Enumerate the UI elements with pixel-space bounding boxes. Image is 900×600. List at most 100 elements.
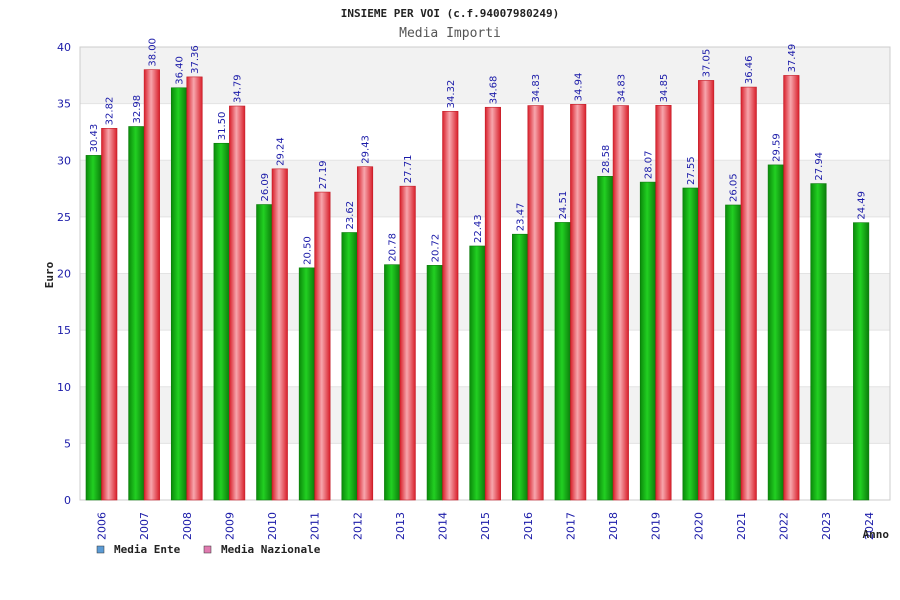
bar-media-nazionale-2006 [101,128,118,501]
data-label: 24.49 [857,191,868,220]
data-label: 31.50 [217,112,228,141]
bar-media-ente-2009 [213,142,230,501]
data-label: 32.98 [132,95,143,124]
y-tick-label: 35 [57,98,71,111]
y-tick-label: 10 [57,381,71,394]
bar-media-ente-2020 [682,187,699,501]
bar-media-nazionale-2016 [527,105,544,501]
y-tick-label: 5 [64,437,71,450]
data-label: 26.05 [729,173,740,202]
bar-media-nazionale-2017 [570,104,587,501]
data-label: 32.82 [105,97,116,126]
bar-media-ente-2024 [853,222,870,501]
x-tick-label: 2013 [394,512,407,540]
legend-label-media-ente: Media Ente [114,543,181,556]
x-tick-label: 2007 [138,512,151,540]
data-label: 27.19 [318,160,329,189]
y-axis-ticks: 0 5 10 15 20 25 30 35 40 [57,41,71,507]
data-label: 36.46 [744,55,755,84]
data-label: 37.36 [190,45,201,74]
x-tick-label: 2018 [607,512,620,540]
bar-media-ente-2019 [639,181,657,501]
bar-media-nazionale-2018 [612,105,629,501]
data-label: 20.72 [430,234,441,263]
bar-media-nazionale-2019 [655,105,672,501]
bar-media-ente-2007 [128,126,145,501]
data-label: 28.07 [643,150,654,179]
y-tick-label: 15 [57,324,71,337]
bar-media-nazionale-2007 [143,69,160,501]
x-tick-label: 2022 [778,512,791,540]
y-tick-label: 25 [57,211,71,224]
data-label: 34.68 [488,76,499,105]
x-tick-label: 2017 [564,512,577,540]
bar-media-nazionale-2011 [314,191,331,501]
data-label: 29.43 [361,135,372,164]
data-label: 29.59 [771,133,782,162]
data-label: 27.55 [686,156,697,185]
x-tick-label: 2021 [735,512,748,540]
bar-media-ente-2012 [341,232,358,501]
y-tick-label: 0 [64,494,71,507]
y-tick-label: 20 [57,268,71,281]
bars-group [85,69,870,501]
data-label: 34.83 [531,74,542,103]
bar-media-nazionale-2022 [783,75,800,501]
bar-media-nazionale-2009 [229,105,246,501]
data-label: 34.85 [659,74,670,103]
bar-media-ente-2013 [384,264,401,501]
data-label: 26.09 [260,173,271,202]
data-label: 29.24 [275,137,286,166]
y-tick-label: 40 [57,41,71,54]
data-label: 30.43 [89,124,100,153]
data-label: 28.58 [601,145,612,174]
legend: Media Ente Media Nazionale [96,543,321,556]
chart-subtitle: Media Importi [399,26,501,41]
bar-media-ente-2017 [554,222,571,501]
x-axis-ticks: 2006 2007 2008 2009 2010 2011 2012 2013 2014 2015… [96,512,876,540]
data-label: 22.43 [473,214,484,243]
x-tick-label: 2008 [181,512,194,540]
x-axis-label: Anno [863,528,890,541]
bar-media-ente-2006 [85,155,102,501]
bar-media-ente-2010 [256,204,273,501]
data-label: 36.40 [175,56,186,85]
y-tick-label: 30 [57,154,71,167]
data-label: 34.79 [233,74,244,103]
bar-media-ente-2014 [426,265,443,501]
x-tick-label: 2024 [863,512,876,540]
data-label: 20.78 [388,233,399,262]
data-label: 34.83 [616,74,627,103]
data-label: 27.71 [403,155,414,184]
data-label: 37.05 [702,49,713,78]
x-tick-label: 2020 [692,512,705,540]
x-tick-label: 2010 [266,512,279,540]
bar-media-ente-2021 [725,204,742,501]
x-tick-label: 2016 [522,512,535,540]
bar-media-ente-2016 [512,233,529,501]
legend-swatch-media-ente [96,545,105,554]
x-tick-label: 2012 [351,512,364,540]
bar-media-ente-2023 [810,183,827,501]
data-label: 27.94 [814,152,825,181]
x-tick-label: 2019 [650,512,663,540]
legend-swatch-media-nazionale [203,545,212,554]
x-tick-label: 2006 [96,512,109,540]
data-label: 24.51 [558,191,569,220]
bar-media-nazionale-2014 [442,111,459,501]
bar-media-nazionale-2008 [186,76,203,501]
x-tick-label: 2011 [309,512,322,540]
data-label: 34.32 [446,80,457,109]
x-tick-label: 2015 [479,512,492,540]
x-tick-label: 2023 [820,512,833,540]
chart-title: INSIEME PER VOI (c.f.94007980249) [341,7,560,20]
data-label: 23.47 [516,203,527,232]
bar-media-ente-2008 [170,87,188,501]
bar-media-nazionale-2010 [271,168,288,501]
bar-media-ente-2011 [298,267,315,501]
data-label: 23.62 [345,201,356,230]
bar-media-ente-2015 [469,245,486,501]
value-labels-group: 30.43 32.82 32.98 38.00 36.40 37.36 31.50 34.79… [89,38,867,265]
bar-media-ente-2018 [597,176,614,501]
